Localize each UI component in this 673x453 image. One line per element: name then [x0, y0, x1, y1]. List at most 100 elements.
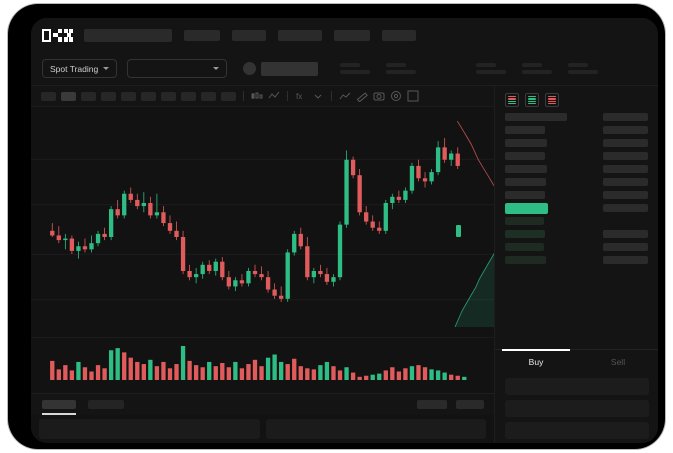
orderbook-bid-row-2-size	[603, 230, 648, 238]
top-navigation-bar	[31, 18, 658, 52]
chevron-down-icon	[213, 67, 219, 70]
orderbook-ask-row-5[interactable]	[505, 178, 648, 186]
orderbook-rows[interactable]	[495, 113, 658, 291]
bottom-tab-order-history[interactable]	[88, 400, 124, 409]
stat-low-24h-value	[522, 70, 552, 74]
orderbook-bid-row-3[interactable]	[505, 243, 648, 251]
bottom-tab-open-orders[interactable]	[42, 400, 76, 409]
tf-more[interactable]	[221, 92, 236, 101]
stat-volume-24h	[568, 63, 598, 74]
tf-1w[interactable]	[181, 92, 196, 101]
orderbook-ask-row-5-price	[505, 178, 546, 186]
trendline-icon[interactable]	[339, 90, 351, 102]
tab-sell[interactable]: Sell	[577, 350, 658, 373]
orderbook-ask-row-4[interactable]	[505, 165, 648, 173]
stat-last-price	[340, 63, 370, 74]
orderbook-bid-row-3-size	[603, 243, 648, 251]
okx-logo[interactable]	[42, 29, 73, 42]
orderbook-ask-row-3-price	[505, 152, 545, 160]
bottom-action-2[interactable]	[456, 400, 484, 409]
chevron-down-icon	[103, 67, 109, 70]
current-price-marker	[456, 225, 461, 237]
orderbook-ask-row-1-price	[505, 126, 545, 134]
orderbook-spread-row[interactable]	[505, 204, 648, 212]
ruler-icon[interactable]	[356, 90, 368, 102]
tf-30m[interactable]	[101, 92, 116, 101]
orderbook-mode-asks[interactable]	[545, 93, 559, 107]
nav-item-2[interactable]	[232, 30, 266, 41]
orderbook-mode-both[interactable]	[505, 93, 519, 107]
amount-field[interactable]	[505, 400, 649, 417]
camera-icon[interactable]	[373, 90, 385, 102]
line-chart-icon[interactable]	[268, 90, 280, 102]
bottom-panel-right	[266, 419, 487, 439]
tf-1h[interactable]	[121, 92, 136, 101]
orders-content	[31, 415, 494, 443]
orderbook-mode-group	[495, 86, 658, 113]
fullscreen-icon[interactable]	[407, 90, 419, 102]
orderbook-ask-row-3[interactable]	[505, 152, 648, 160]
logo-letter-o	[42, 29, 51, 42]
spot-trading-dropdown[interactable]: Spot Trading	[42, 59, 117, 78]
search-input[interactable]	[84, 29, 172, 42]
tf-1m[interactable]	[41, 92, 56, 101]
orderbook-bid-row-2-price	[505, 230, 545, 238]
orderbook-bid-row-1-price	[505, 217, 544, 225]
stat-high-24h-value	[476, 70, 506, 74]
nav-item-3[interactable]	[278, 30, 322, 41]
pair-info-bar: Spot Trading	[31, 52, 658, 86]
orderbook-bid-row-1[interactable]	[505, 217, 648, 225]
toolbar-divider	[287, 91, 288, 101]
app-screen: Spot Trading fx	[31, 18, 658, 443]
nav-item-4[interactable]	[334, 30, 370, 41]
nav-item-1[interactable]	[184, 30, 220, 41]
stat-last-price-label	[340, 63, 360, 67]
orderbook-ask-row-1[interactable]	[505, 126, 648, 134]
logo-letter-k	[53, 29, 62, 42]
orderbook-ask-row-2[interactable]	[505, 139, 648, 147]
price-field[interactable]	[505, 378, 649, 395]
settings-icon[interactable]	[390, 90, 402, 102]
trade-order-form	[495, 373, 658, 443]
stat-high-24h	[476, 63, 506, 74]
tf-4h[interactable]	[141, 92, 156, 101]
orderbook-bid-row-4[interactable]	[505, 256, 648, 264]
total-field[interactable]	[505, 422, 649, 439]
stat-change-24h	[386, 63, 416, 74]
orders-tabs	[42, 400, 124, 409]
orderbook-spread-row-size	[603, 204, 648, 212]
chevron-down-icon[interactable]	[312, 90, 324, 102]
stat-volume-24h-value	[568, 70, 598, 74]
tab-sell-label: Sell	[611, 357, 625, 367]
orderbook-ask-row-1-size	[603, 126, 648, 134]
stat-volume-24h-label	[568, 63, 588, 67]
pair-stats	[318, 63, 598, 74]
orderbook-ask-row-6-size	[603, 191, 648, 199]
pair-name-skeleton	[261, 62, 318, 76]
tf-15m[interactable]	[81, 92, 96, 101]
orderbook-mode-bids[interactable]	[525, 93, 539, 107]
indicator-icon[interactable]: fx	[295, 90, 307, 102]
tf-1d[interactable]	[161, 92, 176, 101]
stat-low-24h-label	[522, 63, 542, 67]
pair-select-dropdown[interactable]	[127, 59, 227, 78]
tf-5m[interactable]	[61, 92, 76, 101]
orderbook-bid-row-2[interactable]	[505, 230, 648, 238]
orderbook-ask-row-2-price	[505, 139, 547, 147]
svg-text:fx: fx	[296, 92, 302, 101]
orderbook-ask-row-6[interactable]	[505, 191, 648, 199]
stat-change-24h-label	[386, 63, 406, 67]
orderbook-header-size	[603, 113, 648, 121]
tf-1M[interactable]	[201, 92, 216, 101]
tab-buy[interactable]: Buy	[495, 350, 577, 373]
bottom-action-1[interactable]	[417, 400, 447, 409]
logo-letter-x	[64, 29, 73, 42]
orderbook-header[interactable]	[505, 113, 648, 121]
device-bezel: Spot Trading fx	[8, 4, 665, 449]
trade-side-tabs: Buy Sell	[495, 349, 658, 373]
orderbook-ask-row-4-size	[603, 165, 648, 173]
orderbook-panel: Buy Sell	[494, 86, 658, 443]
nav-item-5[interactable]	[382, 30, 416, 41]
candlestick-icon[interactable]	[251, 90, 263, 102]
orderbook-spread-row-price	[505, 203, 548, 214]
